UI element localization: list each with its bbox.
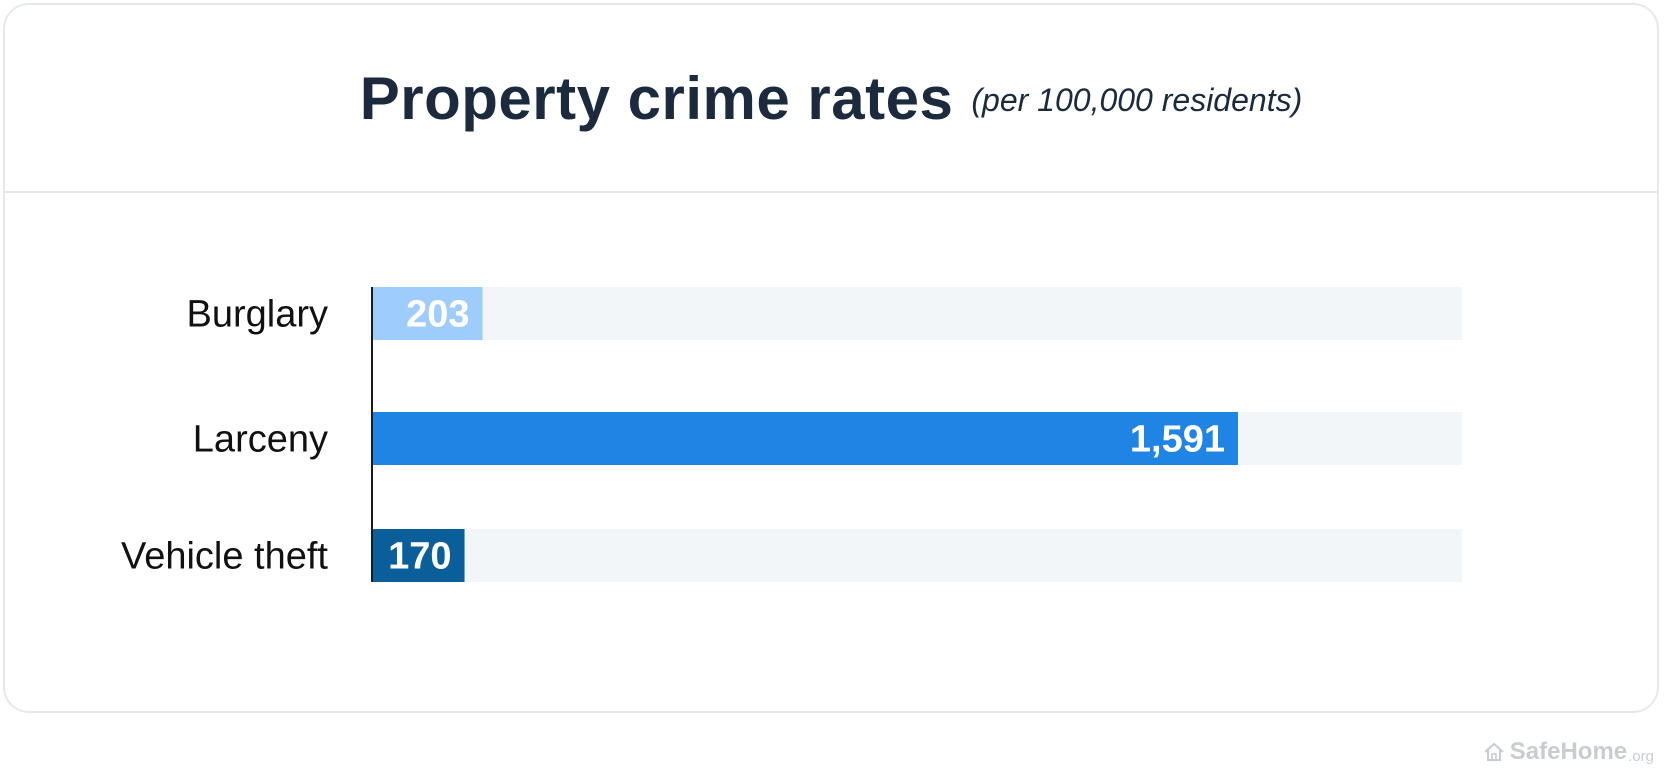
bar-track-burglary xyxy=(372,287,1462,340)
category-label-vehicle-theft: Vehicle theft xyxy=(121,536,328,578)
category-label-burglary: Burglary xyxy=(187,294,329,336)
bar-chart: Burglary 203 Larceny 1,591 Vehicle theft 170 xyxy=(121,287,1462,582)
chart-header: Property crime rates (per 100,000 reside… xyxy=(5,5,1657,193)
bar-track-vehicle-theft xyxy=(372,529,1462,582)
watermark: SafeHome .org xyxy=(1483,738,1654,766)
chart-title: Property crime rates xyxy=(359,64,954,132)
watermark-tld: .org xyxy=(1628,747,1654,765)
bar-burglary xyxy=(372,287,483,340)
chart-card: Property crime rates (per 100,000 reside… xyxy=(3,3,1659,713)
category-label-larceny: Larceny xyxy=(193,419,328,461)
bar-vehicle-theft xyxy=(372,529,465,582)
watermark-brand: SafeHome xyxy=(1509,738,1628,765)
house-icon xyxy=(1484,742,1504,761)
value-label-vehicle-theft: 170 xyxy=(388,536,451,578)
bar-larceny xyxy=(372,412,1238,465)
value-label-burglary: 203 xyxy=(406,294,469,336)
value-label-larceny: 1,591 xyxy=(1130,419,1225,461)
chart-subtitle: (per 100,000 residents) xyxy=(971,81,1303,118)
